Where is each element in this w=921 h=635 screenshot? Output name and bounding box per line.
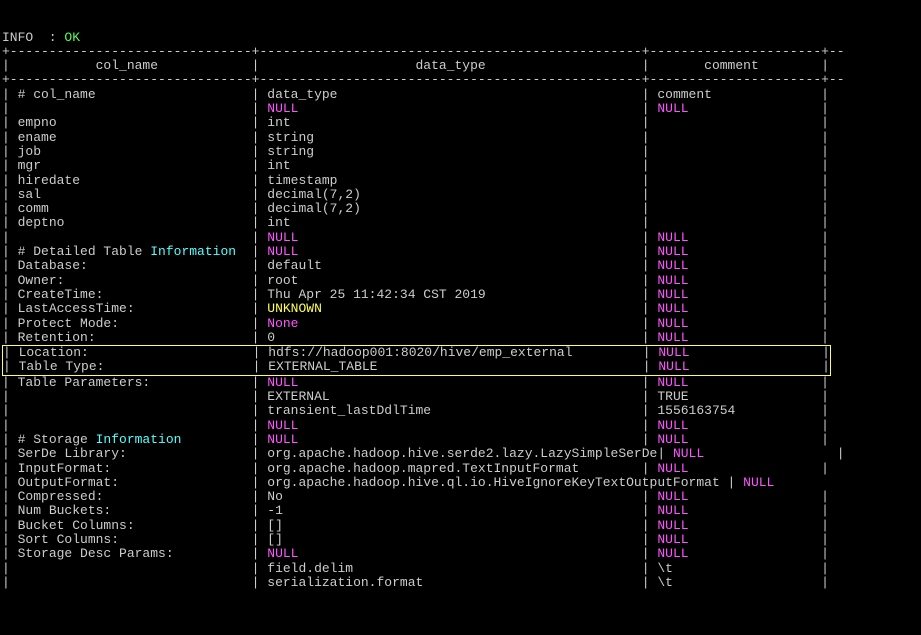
table-row: | # Storage Information | NULL | NULL |: [2, 433, 919, 447]
terminal-output: INFO : OK+------------------------------…: [2, 31, 919, 591]
table-row: | sal | decimal(7,2) | |: [2, 188, 919, 202]
table-row: | Storage Desc Params: | NULL | NULL |: [2, 547, 919, 561]
table-row: | LastAccessTime: | UNKNOWN | NULL |: [2, 302, 919, 316]
table-row: | | field.delim | \t |: [2, 562, 919, 576]
table-row: | Owner: | root | NULL |: [2, 274, 919, 288]
table-row: | mgr | int | |: [2, 159, 919, 173]
table-row: | job | string | |: [2, 145, 919, 159]
table-row: | # Detailed Table Information | NULL | …: [2, 245, 919, 259]
table-row: | | NULL | NULL |: [2, 231, 919, 245]
table-row: | Retention: | 0 | NULL |: [2, 331, 919, 345]
table-row: | Location: | hdfs://hadoop001:8020/hive…: [3, 346, 830, 360]
table-row: | Compressed: | No | NULL |: [2, 490, 919, 504]
table-row: | deptno | int | |: [2, 216, 919, 230]
table-row: | OutputFormat: | org.apache.hadoop.hive…: [2, 476, 919, 490]
table-row: | Table Type: | EXTERNAL_TABLE | NULL |: [3, 360, 830, 374]
table-row: | | NULL | NULL |: [2, 102, 919, 116]
table-row: | hiredate | timestamp | |: [2, 174, 919, 188]
table-row: | | transient_lastDdlTime | 1556163754 |: [2, 404, 919, 418]
table-row: | ename | string | |: [2, 131, 919, 145]
table-border: +-------------------------------+-------…: [2, 73, 919, 87]
table-row: | empno | int | |: [2, 116, 919, 130]
table-row: | # col_name | data_type | comment |: [2, 88, 919, 102]
highlighted-rows: | Location: | hdfs://hadoop001:8020/hive…: [2, 345, 831, 376]
table-row: | Protect Mode: | None | NULL |: [2, 317, 919, 331]
table-row: | InputFormat: | org.apache.hadoop.mapre…: [2, 462, 919, 476]
table-header: | col_name | data_type | comment |: [2, 59, 919, 73]
table-row: | SerDe Library: | org.apache.hadoop.hiv…: [2, 447, 919, 461]
table-row: | | EXTERNAL | TRUE |: [2, 390, 919, 404]
table-row: | comm | decimal(7,2) | |: [2, 202, 919, 216]
table-row: | Database: | default | NULL |: [2, 259, 919, 273]
table-row: | Sort Columns: | [] | NULL |: [2, 533, 919, 547]
info-line: INFO : OK: [2, 31, 919, 45]
table-row: | | NULL | NULL |: [2, 419, 919, 433]
table-row: | CreateTime: | Thu Apr 25 11:42:34 CST …: [2, 288, 919, 302]
table-row: | | serialization.format | \t |: [2, 576, 919, 590]
table-row: | Num Buckets: | -1 | NULL |: [2, 504, 919, 518]
table-row: | Table Parameters: | NULL | NULL |: [2, 376, 919, 390]
table-border: +-------------------------------+-------…: [2, 45, 919, 59]
table-row: | Bucket Columns: | [] | NULL |: [2, 519, 919, 533]
